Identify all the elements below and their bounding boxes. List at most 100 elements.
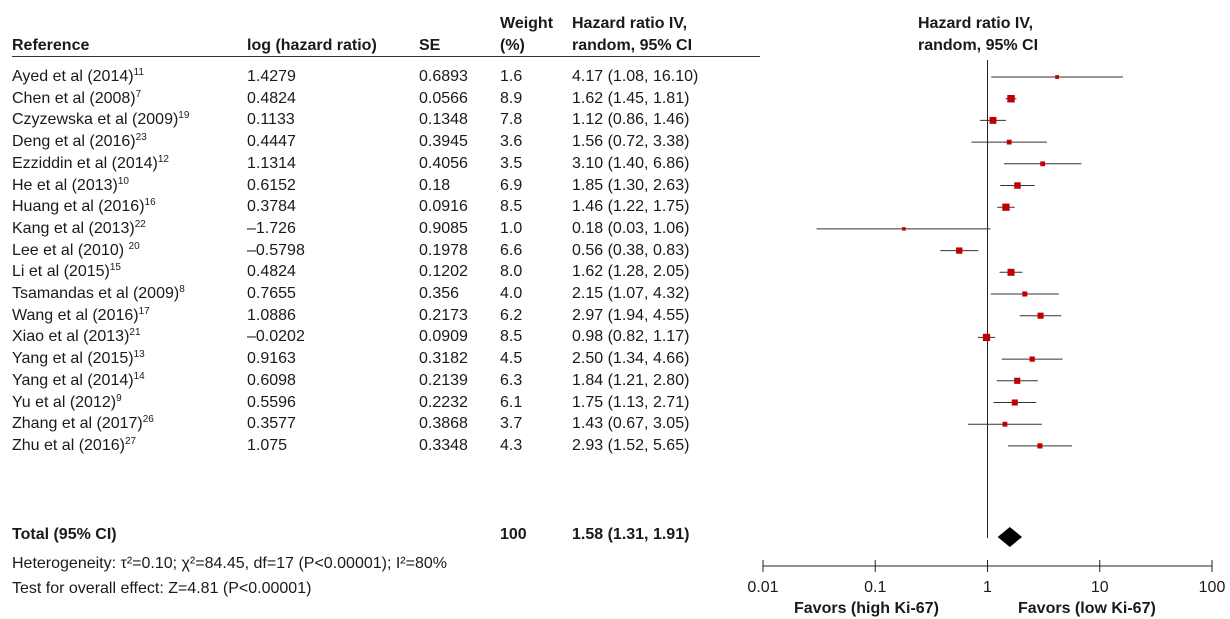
row-log-hazard-ratio-text: 0.3577 (247, 415, 296, 433)
row-se-text: 0.6893 (419, 68, 468, 85)
row-hazard-ratio-ci: 4.17 (1.08, 16.10) (572, 68, 698, 86)
row-weight-text: 1.6 (500, 68, 523, 85)
row-weight-text: 6.6 (500, 241, 523, 259)
row-reference: Ezziddin et al (2014)12 (12, 154, 169, 173)
row-se: 0.1348 (419, 111, 468, 129)
row-hazard-ratio-ci: 2.50 (1.34, 4.66) (572, 350, 689, 368)
point-estimate (1002, 203, 1010, 211)
row-log-hazard-ratio-text: 0.1133 (247, 111, 295, 129)
row-log-hazard-ratio-text: 0.6098 (247, 371, 296, 389)
row-reference-text: Zhu et al (2016) (12, 436, 125, 454)
header-plot-line2: random, 95% CI (918, 37, 1039, 54)
row-se-text: 0.2173 (419, 306, 468, 324)
row-se-text: 0.1978 (419, 241, 468, 259)
total-label: Total (95% CI) (12, 526, 117, 543)
row-se-text: 0.0916 (419, 198, 468, 216)
row-weight: 6.9 (500, 177, 522, 195)
row-log-hazard-ratio: 0.3784 (247, 198, 296, 216)
row-se-text: 0.4056 (419, 154, 468, 172)
row-hazard-ratio-ci-text: 0.56 (0.38, 0.83) (572, 241, 690, 259)
header-se: SE (419, 37, 441, 54)
reference-citation: 22 (134, 218, 146, 230)
row-reference-text: Wang et al (2016) (12, 306, 139, 324)
row-weight: 8.5 (500, 328, 522, 346)
overall-effect-text: Test for overall effect: Z=4.81 (P<0.000… (12, 580, 312, 597)
row-se: 0.3348 (419, 437, 468, 455)
row-log-hazard-ratio-text: 1.4279 (247, 68, 296, 85)
row-se-text: 0.3182 (419, 350, 468, 368)
row-log-hazard-ratio-text: –0.5798 (247, 241, 305, 259)
point-estimate (1055, 75, 1060, 79)
header-log-hazard-ratio: log (hazard ratio) (247, 37, 377, 54)
row-se: 0.18 (419, 177, 450, 195)
reference-citation: 19 (178, 110, 190, 122)
reference-citation: 16 (144, 197, 156, 209)
row-weight: 8.5 (500, 198, 522, 216)
total-weight: 100 (500, 526, 527, 543)
row-hazard-ratio-ci-text: 2.50 (1.34, 4.66) (572, 350, 690, 368)
x-tick-label: 100 (1199, 579, 1226, 596)
row-log-hazard-ratio: 1.4279 (247, 68, 296, 86)
point-estimate (989, 116, 997, 124)
row-reference-text: He et al (2013) (12, 176, 118, 194)
point-estimate (902, 227, 906, 231)
row-reference-text: Lee et al (2010) (12, 241, 129, 259)
row-hazard-ratio-ci: 2.93 (1.52, 5.65) (572, 437, 689, 455)
header-plot-line1: Hazard ratio IV, (918, 15, 1034, 32)
header-weight-line2: (%) (500, 37, 525, 54)
row-reference-text: Li et al (2015) (12, 263, 110, 281)
header-weight-line1: Weight (500, 15, 554, 32)
x-tick-label: 0.1 (864, 579, 886, 596)
heterogeneity-text: Heterogeneity: τ²=0.10; χ²=84.45, df=17 … (12, 555, 447, 572)
row-se: 0.2173 (419, 307, 468, 325)
row-log-hazard-ratio: 0.5596 (247, 394, 296, 412)
row-se: 0.1978 (419, 242, 468, 260)
row-weight-text: 6.2 (500, 306, 523, 324)
row-weight-text: 6.9 (500, 176, 523, 194)
row-se-text: 0.18 (419, 176, 451, 194)
row-weight-text: 8.5 (500, 328, 523, 346)
row-weight: 6.3 (500, 372, 522, 390)
row-reference-text: Huang et al (2016) (12, 198, 145, 216)
row-hazard-ratio-ci-text: 1.56 (0.72, 3.38) (572, 133, 690, 151)
row-weight-text: 8.5 (500, 198, 523, 216)
row-hazard-ratio-ci: 1.84 (1.21, 2.80) (572, 372, 689, 390)
row-hazard-ratio-ci-text: 3.10 (1.40, 6.86) (572, 154, 690, 172)
row-reference-text: Kang et al (2013) (12, 219, 135, 237)
row-se: 0.3868 (419, 415, 468, 433)
row-hazard-ratio-ci-text: 1.85 (1.30, 2.63) (572, 176, 690, 194)
row-se: 0.0916 (419, 198, 468, 216)
row-log-hazard-ratio: 0.4824 (247, 263, 296, 281)
row-weight: 6.1 (500, 394, 522, 412)
row-se-text: 0.2139 (419, 371, 468, 389)
favors-right-label: Favors (low Ki-67) (1018, 600, 1156, 617)
row-hazard-ratio-ci: 1.85 (1.30, 2.63) (572, 177, 689, 195)
row-log-hazard-ratio-text: 0.5596 (247, 393, 296, 411)
row-reference: Huang et al (2016)16 (12, 198, 156, 216)
row-se-text: 0.3945 (419, 133, 468, 151)
row-reference-text: Deng et al (2016) (12, 133, 136, 151)
row-weight: 4.3 (500, 437, 522, 455)
row-weight-text: 4.0 (500, 285, 523, 302)
reference-citation: 15 (109, 262, 121, 274)
row-weight: 6.6 (500, 242, 522, 260)
row-hazard-ratio-ci: 1.43 (0.67, 3.05) (572, 415, 689, 433)
row-weight-text: 8.0 (500, 263, 523, 281)
row-hazard-ratio-ci: 0.18 (0.03, 1.06) (572, 220, 689, 238)
row-se: 0.4056 (419, 155, 468, 173)
row-reference: Ayed et al (2014)11 (12, 68, 144, 86)
row-hazard-ratio-ci: 0.98 (0.82, 1.17) (572, 328, 689, 346)
row-se: 0.0566 (419, 90, 468, 108)
row-se-text: 0.2232 (419, 393, 468, 411)
point-estimate (1014, 377, 1021, 384)
row-reference: Xiao et al (2013)21 (12, 328, 141, 346)
row-reference-text: Yu et al (2012) (12, 393, 117, 411)
row-weight-text: 3.7 (500, 415, 523, 433)
row-se-text: 0.1348 (419, 111, 468, 129)
header-underline (12, 56, 760, 57)
reference-citation: 8 (179, 284, 185, 295)
row-hazard-ratio-ci: 3.10 (1.40, 6.86) (572, 155, 689, 173)
row-log-hazard-ratio-text: 0.4824 (247, 263, 296, 281)
row-weight: 3.7 (500, 415, 522, 433)
